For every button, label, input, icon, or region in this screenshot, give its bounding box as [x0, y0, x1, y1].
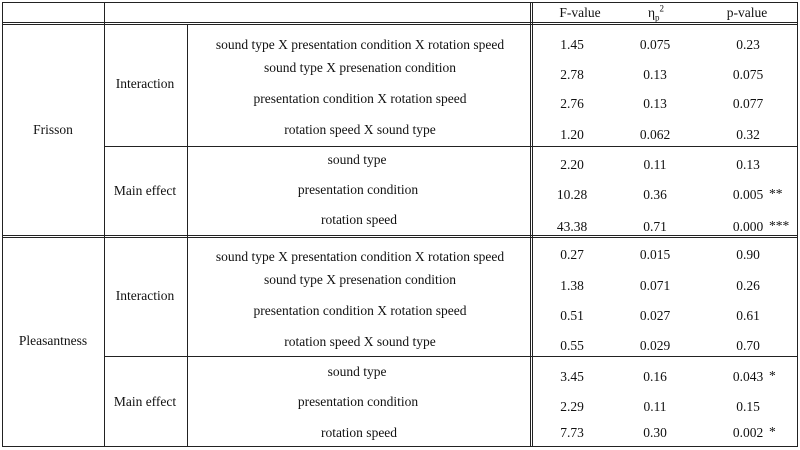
f-value-cell: 3.45: [560, 369, 584, 384]
p-value-cell: 0.23: [736, 37, 760, 52]
eta-symbol: η: [647, 5, 656, 20]
f-value-cell: 43.38: [556, 219, 588, 234]
term-cell: rotation speed X sound type: [284, 122, 436, 137]
subgroup-label: Interaction: [115, 288, 175, 303]
significance-marker: **: [769, 186, 783, 201]
term-cell: sound type X presentation condition X ro…: [215, 249, 505, 264]
rule-top: [2, 2, 798, 3]
header-f-value: F-value: [559, 5, 601, 20]
term-cell: rotation speed X sound type: [284, 334, 436, 349]
eta-subscript: p: [655, 12, 660, 23]
f-value-cell: 7.73: [560, 425, 584, 440]
eta-cell: 0.13: [643, 67, 667, 82]
p-value-cell: 0.043: [732, 369, 764, 384]
eta-cell: 0.13: [643, 96, 667, 111]
term-cell: presentation condition: [297, 182, 419, 197]
p-value-cell: 0.90: [736, 247, 760, 262]
header-p-value: p-value: [726, 5, 768, 20]
eta-cell: 0.029: [639, 338, 671, 353]
rule-left: [2, 2, 3, 446]
term-cell: sound type X presenation condition: [264, 60, 456, 75]
p-value-cell: 0.70: [736, 338, 760, 353]
term-cell: presentation condition X rotation speed: [253, 303, 467, 318]
p-value-cell: 0.002: [732, 425, 764, 440]
f-value-cell: 0.51: [560, 308, 584, 323]
term-cell: presentation condition X rotation speed: [253, 91, 467, 106]
eta-cell: 0.062: [639, 127, 671, 142]
rule-frisson-subgroup: [104, 146, 798, 147]
term-cell: sound type: [327, 364, 387, 379]
f-value-cell: 2.76: [560, 96, 584, 111]
p-value-cell: 0.005: [732, 187, 764, 202]
significance-marker: *: [769, 368, 776, 383]
p-value-cell: 0.13: [736, 157, 760, 172]
p-value-cell: 0.077: [732, 96, 764, 111]
eta-cell: 0.11: [643, 399, 667, 414]
eta-cell: 0.71: [643, 219, 667, 234]
term-cell: presentation condition: [297, 394, 419, 409]
term-cell: rotation speed: [320, 212, 398, 227]
f-value-cell: 10.28: [556, 187, 588, 202]
p-value-cell: 0.61: [736, 308, 760, 323]
eta-cell: 0.015: [639, 247, 671, 262]
f-value-cell: 1.20: [560, 127, 584, 142]
p-value-cell: 0.32: [736, 127, 760, 142]
rule-group-col: [104, 2, 105, 446]
f-value-cell: 1.45: [560, 37, 584, 52]
rule-pleasantness-subgroup: [104, 356, 798, 357]
p-value-cell: 0.075: [732, 67, 764, 82]
f-value-cell: 0.55: [560, 338, 584, 353]
eta-superscript: 2: [659, 3, 665, 14]
f-value-cell: 2.78: [560, 67, 584, 82]
rule-subgroup-col: [187, 24, 188, 446]
p-value-cell: 0.15: [736, 399, 760, 414]
rule-bottom: [2, 446, 798, 447]
rule-values-start: [530, 2, 533, 446]
f-value-cell: 2.29: [560, 399, 584, 414]
f-value-cell: 0.27: [560, 247, 584, 262]
f-value-cell: 1.38: [560, 278, 584, 293]
eta-cell: 0.071: [639, 278, 671, 293]
p-value-cell: 0.000: [732, 219, 764, 234]
rule-group-separator: [2, 235, 798, 238]
eta-cell: 0.11: [643, 157, 667, 172]
eta-cell: 0.027: [639, 308, 671, 323]
subgroup-label: Interaction: [115, 76, 175, 91]
group-label-pleasantness: Pleasantness: [18, 333, 88, 348]
subgroup-label: Main effect: [113, 394, 177, 409]
rule-header-bottom: [2, 22, 798, 25]
f-value-cell: 2.20: [560, 157, 584, 172]
eta-cell: 0.075: [639, 37, 671, 52]
term-cell: sound type: [327, 152, 387, 167]
eta-cell: 0.36: [643, 187, 667, 202]
eta-cell: 0.30: [643, 425, 667, 440]
term-cell: sound type X presentation condition X ro…: [215, 37, 505, 52]
significance-marker: ***: [769, 218, 790, 233]
term-cell: sound type X presenation condition: [264, 272, 456, 287]
rule-right: [797, 2, 798, 446]
significance-marker: *: [769, 424, 776, 439]
term-cell: rotation speed: [320, 425, 398, 440]
subgroup-label: Main effect: [113, 183, 177, 198]
p-value-cell: 0.26: [736, 278, 760, 293]
group-label-frisson: Frisson: [33, 122, 73, 137]
header-eta-squared: ηp2: [647, 3, 665, 23]
eta-cell: 0.16: [643, 369, 667, 384]
